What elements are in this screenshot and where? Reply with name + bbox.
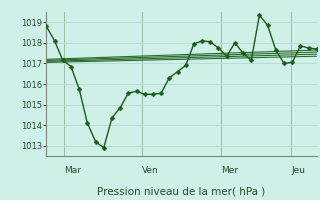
Text: Pression niveau de la mer( hPa ): Pression niveau de la mer( hPa ): [98, 186, 266, 196]
Text: Mer: Mer: [221, 166, 238, 175]
Text: Ven: Ven: [142, 166, 159, 175]
Text: Jeu: Jeu: [291, 166, 305, 175]
Text: Mar: Mar: [64, 166, 81, 175]
